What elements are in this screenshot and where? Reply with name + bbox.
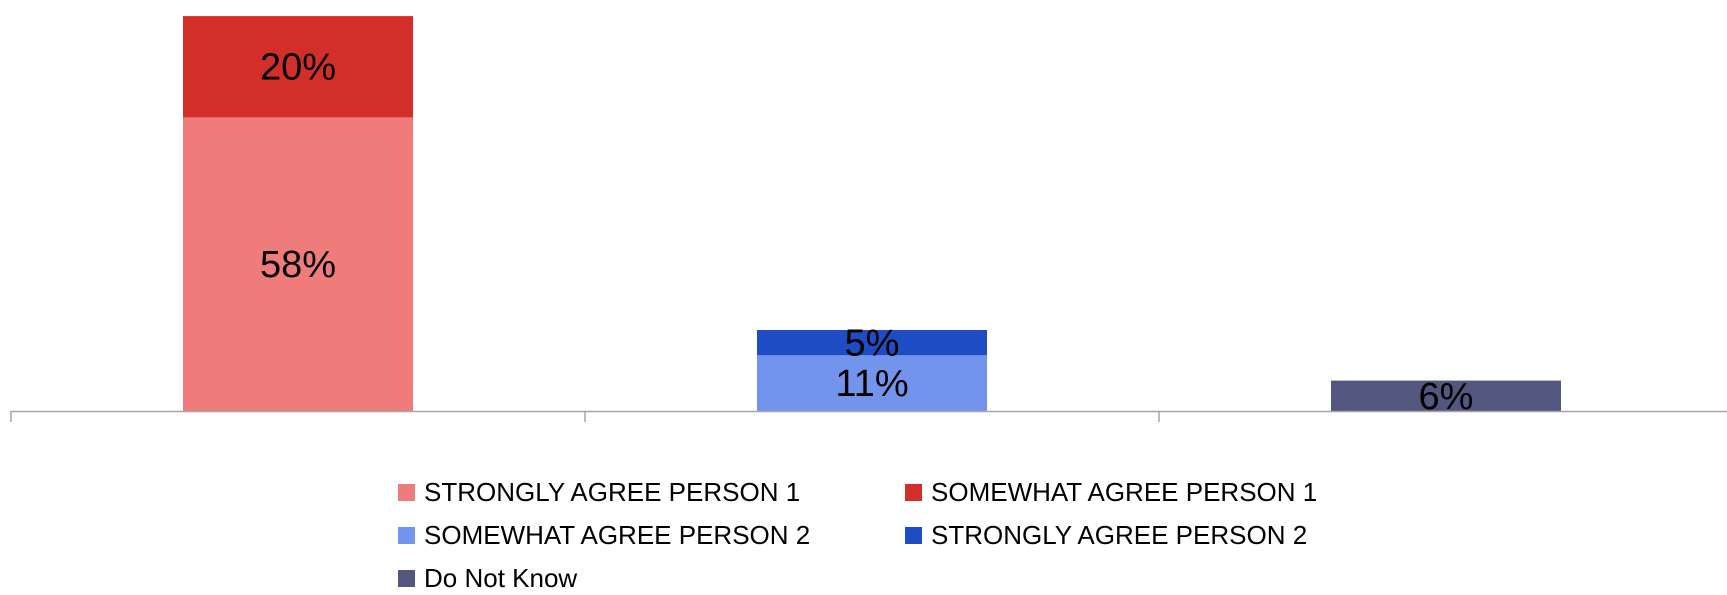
legend-label: STRONGLY AGREE PERSON 1 [424, 476, 801, 507]
legend-item-somewhat-agree-person-2: SOMEWHAT AGREE PERSON 2 [398, 519, 905, 551]
legend-item-strongly-agree-person-2: STRONGLY AGREE PERSON 2 [905, 519, 1375, 551]
data-label: 6% [1419, 376, 1474, 418]
bar-segment [757, 355, 987, 411]
legend-swatch [398, 569, 415, 587]
legend-item-somewhat-agree-person-1: SOMEWHAT AGREE PERSON 1 [905, 476, 1375, 508]
bar-segment [757, 330, 987, 356]
bars-group [183, 16, 1561, 412]
data-label: 20% [260, 47, 336, 89]
data-label: 11% [835, 363, 908, 405]
legend-label: Do Not Know [424, 562, 578, 593]
data-label: 5% [845, 323, 900, 365]
x-axis [10, 410, 1727, 422]
legend-label: SOMEWHAT AGREE PERSON 1 [931, 476, 1318, 507]
legend-label: STRONGLY AGREE PERSON 2 [931, 519, 1308, 550]
legend-swatch [398, 526, 415, 544]
legend-item-strongly-agree-person-1: STRONGLY AGREE PERSON 1 [398, 476, 905, 508]
legend-swatch [905, 483, 922, 501]
legend-item-do-not-know: Do Not Know [398, 562, 905, 594]
legend-swatch [905, 526, 922, 544]
legend: STRONGLY AGREE PERSON 1 SOMEWHAT AGREE P… [398, 476, 1378, 594]
bar-segment [183, 117, 413, 412]
legend-label: SOMEWHAT AGREE PERSON 2 [424, 519, 811, 550]
bar-segment [1331, 380, 1561, 411]
bar-segment [183, 16, 413, 118]
data-label: 58% [260, 244, 336, 286]
stacked-bar-chart: 58% 20% 11%5% 6% [10, 16, 1727, 422]
legend-swatch [398, 483, 415, 501]
data-labels-group: 58% 20% 11%5% 6% [260, 47, 1473, 418]
